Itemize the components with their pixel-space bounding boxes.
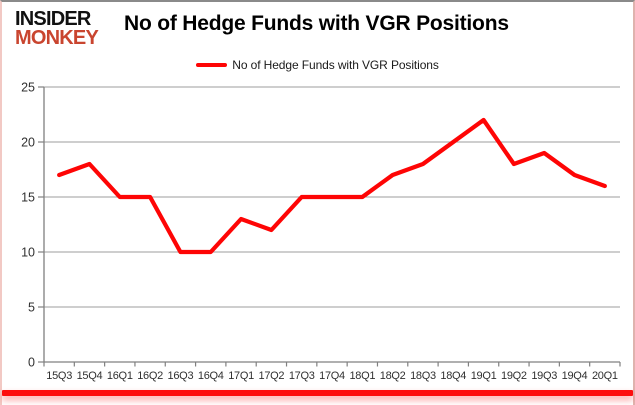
xtick-label-16Q1: 16Q1 <box>107 370 133 382</box>
series-line-0 <box>57 117 607 255</box>
insider-monkey-logo: INSIDER MONKEY <box>15 8 99 49</box>
xtick-label-17Q1: 17Q1 <box>228 370 254 382</box>
legend-label: No of Hedge Funds with VGR Positions <box>232 58 439 72</box>
ytick-label-20: 20 <box>21 136 35 150</box>
xtick-label-19Q2: 19Q2 <box>501 370 527 382</box>
chart-title: No of Hedge Funds with VGR Positions <box>124 12 509 35</box>
xtick-label-17Q2: 17Q2 <box>259 370 285 382</box>
xtick-label-16Q3: 16Q3 <box>168 370 194 382</box>
xtick-label-19Q3: 19Q3 <box>531 370 557 382</box>
xtick-label-17Q3: 17Q3 <box>289 370 315 382</box>
ytick-label-15: 15 <box>21 191 35 205</box>
xtick-label-17Q4: 17Q4 <box>319 370 345 382</box>
logo-line-monkey: MONKEY <box>15 26 99 49</box>
legend: No of Hedge Funds with VGR Positions <box>2 58 633 72</box>
xtick-label-16Q2: 16Q2 <box>137 370 163 382</box>
xtick-label-18Q1: 18Q1 <box>349 370 375 382</box>
legend-line-marker <box>196 63 228 67</box>
xtick-label-19Q4: 19Q4 <box>562 370 588 382</box>
ytick-label-10: 10 <box>21 246 35 260</box>
ytick-label-0: 0 <box>28 356 35 370</box>
xtick-label-18Q4: 18Q4 <box>440 370 466 382</box>
xtick-label-19Q1: 19Q1 <box>471 370 497 382</box>
ytick-label-25: 25 <box>21 81 35 95</box>
xtick-label-18Q3: 18Q3 <box>410 370 436 382</box>
ytick-label-5: 5 <box>28 301 35 315</box>
logo-line-insider: INSIDER <box>15 8 91 30</box>
xtick-label-20Q1: 20Q1 <box>592 370 618 382</box>
xtick-label-18Q2: 18Q2 <box>380 370 406 382</box>
bottom-red-bar <box>2 390 633 396</box>
xtick-label-15Q4: 15Q4 <box>77 370 103 382</box>
xtick-label-16Q4: 16Q4 <box>198 370 224 382</box>
xtick-label-15Q3: 15Q3 <box>46 370 72 382</box>
